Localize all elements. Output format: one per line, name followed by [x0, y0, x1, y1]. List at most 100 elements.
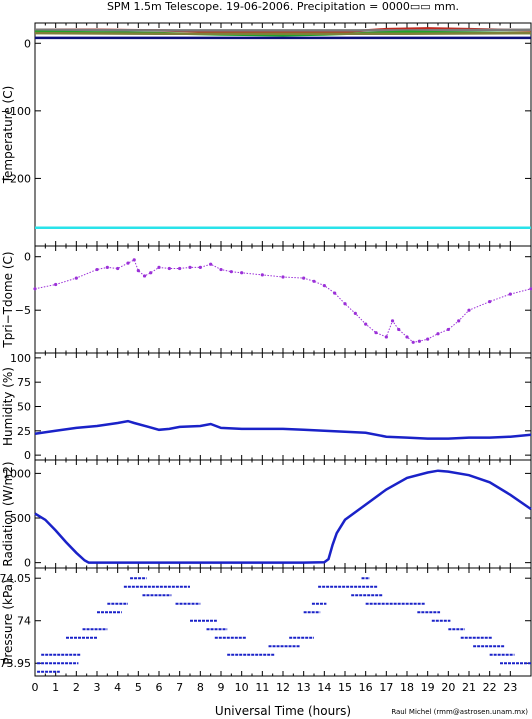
data-point	[240, 271, 244, 275]
x-tick-label: 4	[114, 681, 121, 694]
data-point	[126, 261, 130, 265]
data-point	[229, 270, 233, 274]
x-tick-label: 11	[255, 681, 269, 694]
x-axis-label: Universal Time (hours)	[215, 704, 351, 718]
x-tick-label: 9	[218, 681, 225, 694]
data-point	[457, 319, 461, 323]
y-tick-label: 25	[17, 425, 31, 438]
data-point	[467, 308, 471, 312]
credit-text: Raul Michel (rmm@astrosen.unam.mx)	[391, 708, 528, 716]
x-tick-label: 22	[483, 681, 497, 694]
data-point	[333, 291, 337, 295]
data-point	[209, 262, 213, 266]
data-point	[405, 335, 409, 339]
data-point	[54, 282, 58, 287]
x-tick-label: 12	[276, 681, 290, 694]
series-line	[34, 259, 532, 343]
series-line	[34, 31, 532, 36]
x-tick-label: 21	[462, 681, 476, 694]
data-point	[142, 274, 147, 278]
x-tick-label: 20	[441, 681, 455, 694]
x-tick-label: 8	[197, 681, 204, 694]
x-tick-label: 10	[235, 681, 249, 694]
x-tick-label: 0	[32, 681, 39, 694]
y-tick-label: −200	[1, 172, 31, 185]
y-axis-label: Radiation (W/m2)	[1, 461, 15, 566]
y-axis-label: Humidity (%)	[1, 367, 15, 446]
data-point	[353, 311, 357, 316]
series-line	[34, 469, 532, 564]
data-point	[198, 265, 202, 269]
y-tick-label: −5	[15, 304, 31, 317]
data-point	[384, 335, 388, 339]
data-point	[105, 265, 109, 269]
y-axis-label: Tpri−Tdome (C)	[1, 251, 15, 348]
y-tick-label: 75	[17, 376, 31, 389]
data-point	[426, 337, 430, 341]
data-point	[436, 332, 440, 336]
y-tick-label: 73.95	[0, 657, 31, 670]
data-point	[390, 319, 395, 323]
data-point	[322, 283, 326, 288]
data-point	[167, 266, 171, 271]
y-tick-label: 74.05	[0, 572, 31, 585]
data-point	[136, 269, 140, 273]
x-tick-label: 7	[176, 681, 183, 694]
data-point	[188, 265, 192, 269]
panel-frame	[34, 245, 532, 354]
x-tick-label: 3	[94, 681, 101, 694]
x-tick-label: 16	[359, 681, 373, 694]
y-tick-label: 1000	[3, 467, 31, 480]
panel-frame	[34, 567, 532, 677]
panel-frame	[34, 352, 532, 461]
data-point	[95, 267, 99, 272]
x-tick-label: 14	[317, 681, 331, 694]
y-tick-label: 500	[10, 512, 31, 525]
data-point	[132, 258, 136, 262]
data-point	[343, 302, 347, 306]
y-tick-label: 0	[24, 557, 31, 570]
y-tick-label: 74	[17, 615, 31, 628]
data-point	[219, 267, 223, 272]
data-point	[411, 340, 415, 344]
data-point	[397, 327, 401, 332]
data-point	[302, 276, 306, 280]
y-tick-label: 50	[17, 401, 31, 414]
data-point	[417, 339, 421, 343]
data-point	[488, 300, 492, 304]
chart-title: SPM 1.5m Telescope. 19-06-2006. Precipit…	[107, 0, 459, 13]
y-tick-label: 100	[10, 352, 31, 365]
data-point	[281, 275, 285, 279]
panel-humidity: 0 25 50 75 100 Humidity (%)	[1, 352, 532, 462]
y-tick-label: −100	[1, 105, 31, 118]
panel-frame	[34, 22, 532, 247]
data-point	[260, 273, 264, 277]
series-line	[34, 419, 532, 440]
x-tick-label: 6	[156, 681, 163, 694]
y-axis-label: Pressure (kPa)	[1, 579, 15, 664]
y-tick-label: 0	[24, 449, 31, 462]
x-tick-label: 15	[338, 681, 352, 694]
data-point	[364, 322, 368, 326]
data-point	[157, 265, 161, 269]
x-tick-label: 18	[400, 681, 414, 694]
data-point	[529, 287, 532, 291]
x-tick-label: 5	[135, 681, 142, 694]
x-tick-label: 23	[503, 681, 517, 694]
y-axis-label: Temperature (C)	[1, 86, 15, 185]
data-point	[149, 271, 153, 275]
data-point	[446, 327, 450, 332]
x-tick-label: 1	[52, 681, 59, 694]
x-tick-label: 19	[421, 681, 435, 694]
data-point	[116, 266, 120, 271]
data-point	[74, 276, 78, 280]
data-point	[33, 287, 37, 291]
x-tick-label: 13	[297, 681, 311, 694]
y-tick-label: 0	[24, 37, 31, 50]
data-point	[374, 331, 378, 335]
